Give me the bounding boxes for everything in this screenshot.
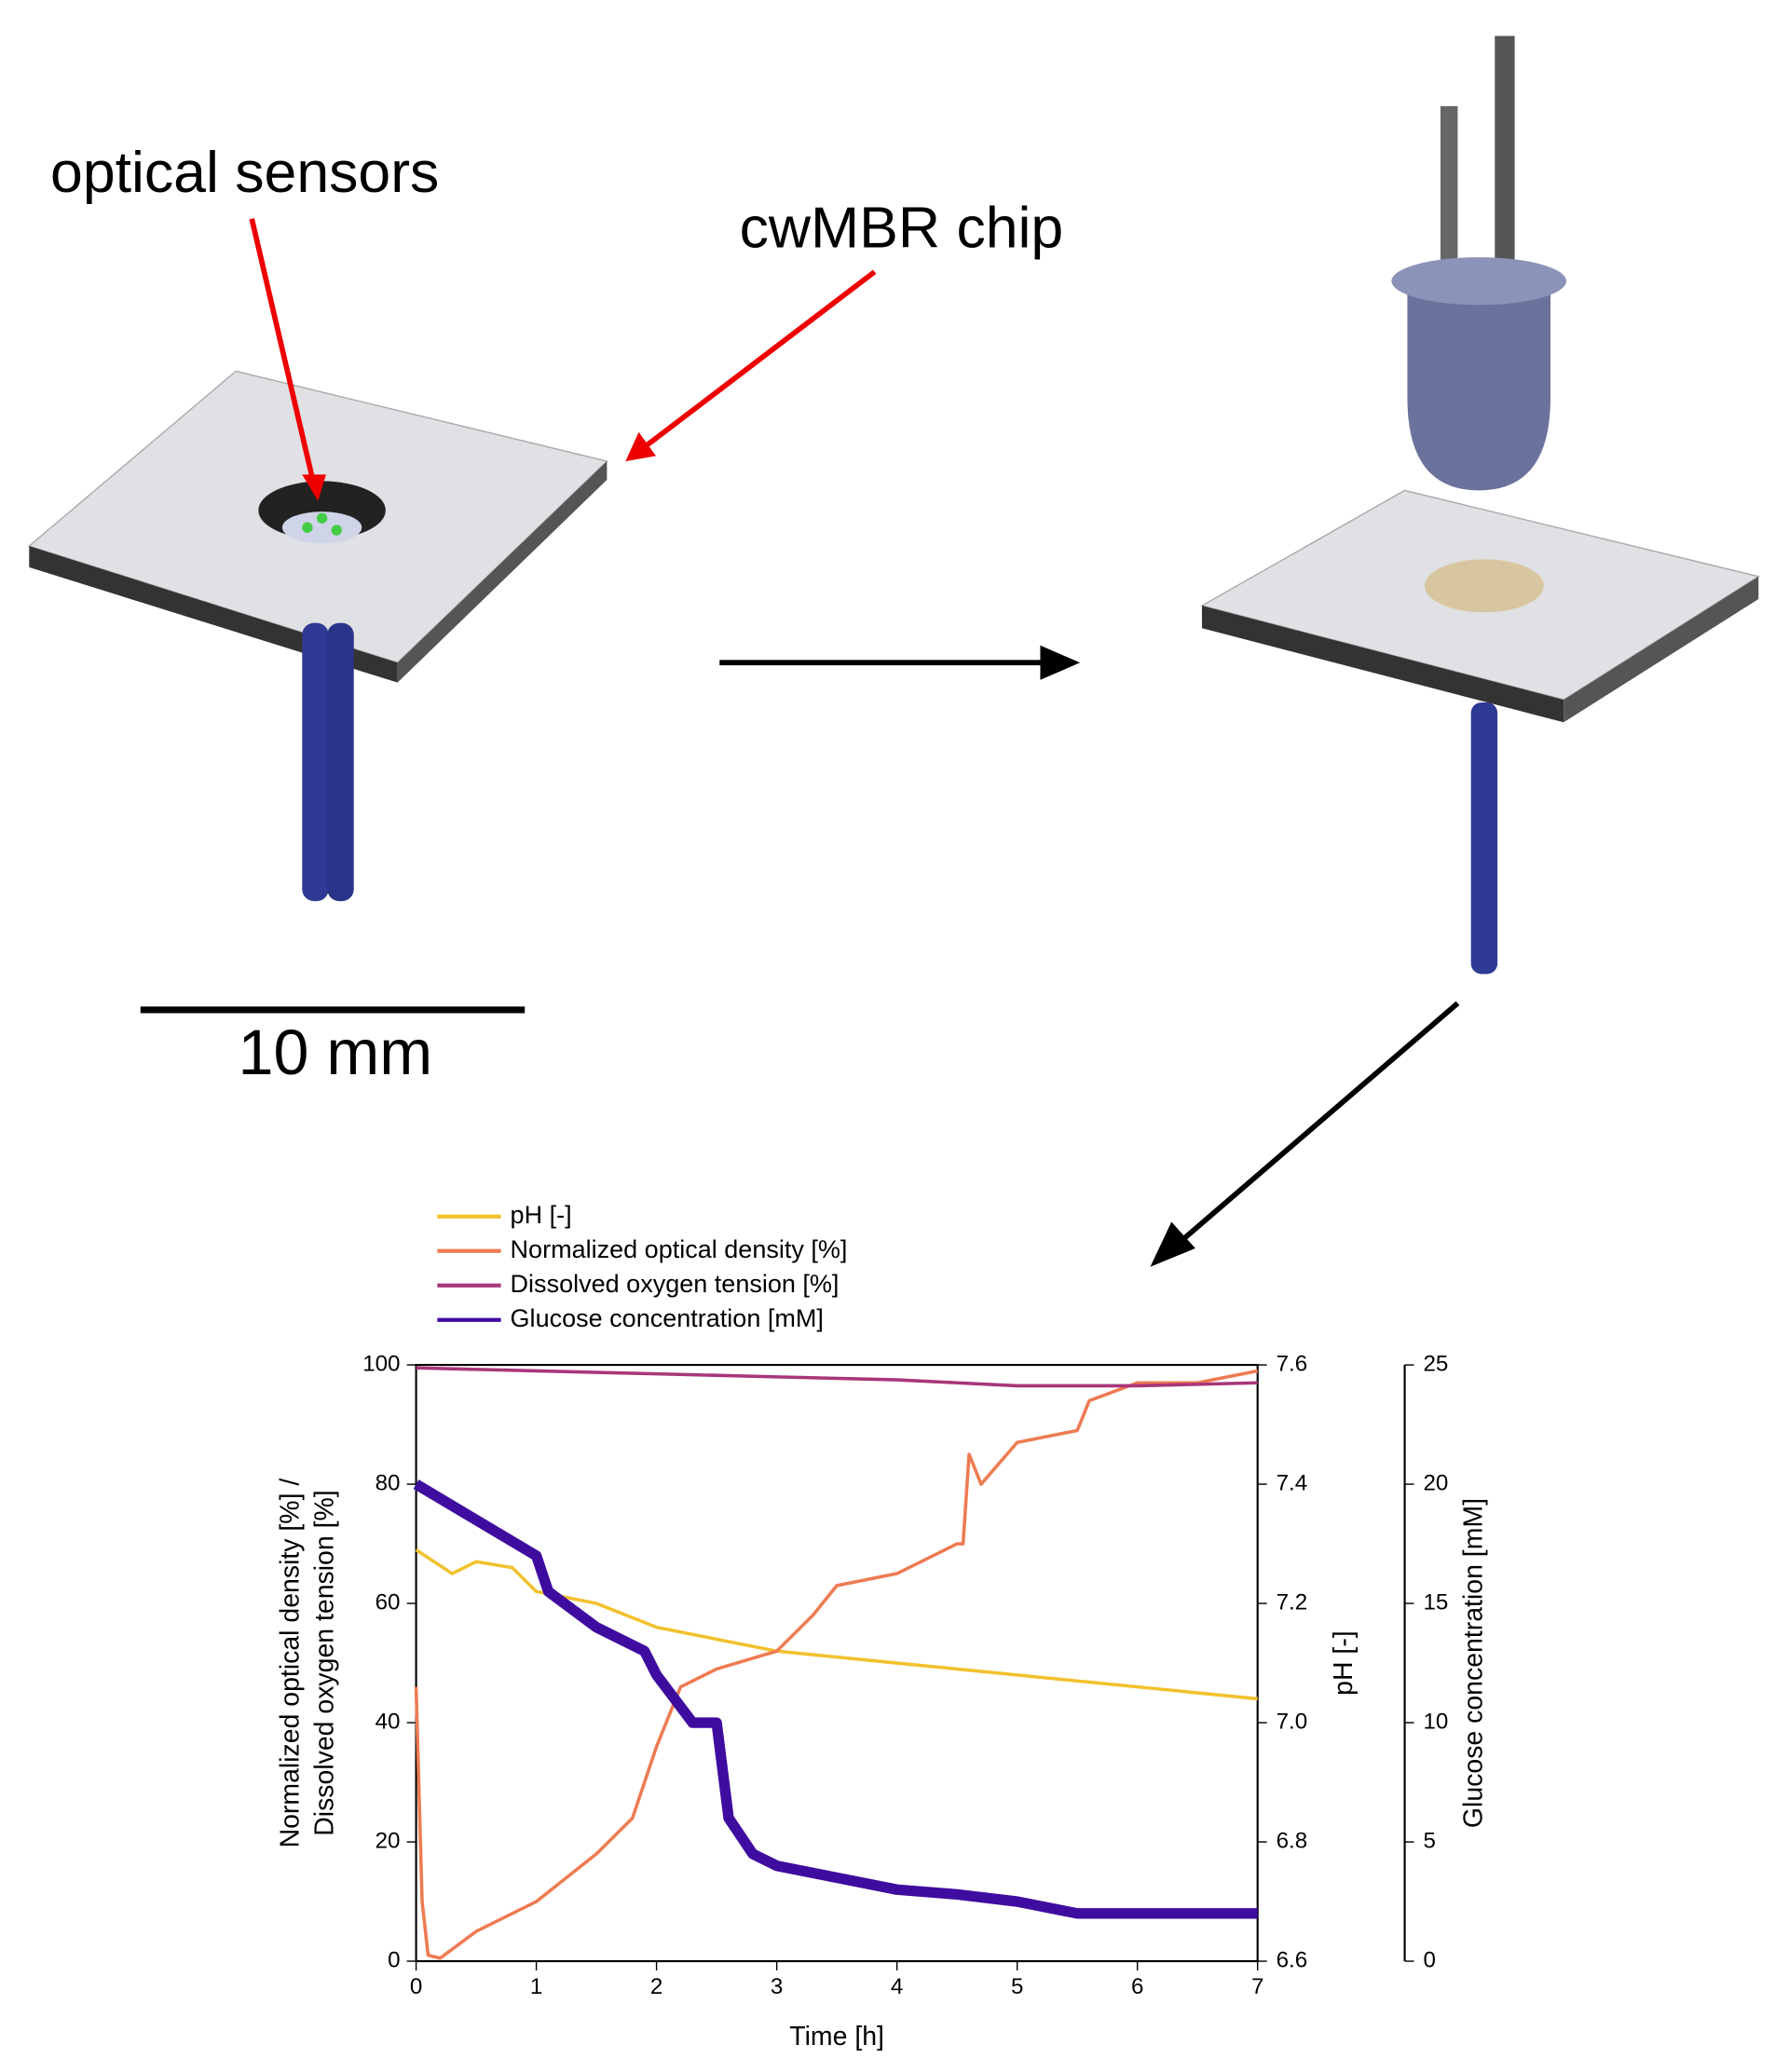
y2ticks-tick-label: 7.2 — [1277, 1589, 1308, 1615]
arrow — [249, 218, 316, 481]
y3ticks-tick-label: 5 — [1423, 1828, 1435, 1853]
legend-label: pH [-] — [511, 1201, 572, 1229]
sensor — [331, 525, 342, 536]
sensor — [316, 512, 328, 524]
scale-label: 10 mm — [239, 1017, 433, 1088]
x-tick-label: 3 — [771, 1974, 783, 1999]
x-tick-label: 6 — [1131, 1974, 1143, 1999]
chip-side — [397, 461, 608, 683]
x-tick-label: 4 — [891, 1974, 903, 1999]
arrow-head — [625, 431, 656, 462]
y2ticks-tick-label: 6.8 — [1277, 1828, 1308, 1853]
cup — [1407, 292, 1550, 491]
x-tick-label: 7 — [1251, 1974, 1263, 1999]
arrow — [1181, 1001, 1460, 1242]
yticks-tick-label: 60 — [376, 1589, 401, 1615]
y2ticks-tick-label: 6.6 — [1277, 1947, 1308, 1972]
fiber — [302, 622, 329, 902]
fiber — [327, 622, 354, 902]
chart: 0 1 2 3 4 5 6 7 0 20 40 60 80 100 6.6 6.8 7.0 7.2 7.4 7.6 0 5… — [275, 1201, 1488, 2052]
hole-bottom — [281, 511, 362, 544]
y2ticks-tick-label: 7.4 — [1277, 1470, 1308, 1495]
arrow-head — [1040, 645, 1081, 680]
chip-side — [1564, 576, 1759, 723]
y3ticks-tick-label: 15 — [1423, 1589, 1448, 1615]
droplet — [1424, 559, 1544, 613]
y2ticks-tick-label: 7.0 — [1277, 1709, 1308, 1734]
label: optical sensors — [50, 140, 439, 205]
plot-frame — [415, 1363, 1259, 1963]
electrode — [1495, 35, 1515, 293]
arrow — [645, 269, 877, 448]
legend-label: Normalized optical density [%] — [511, 1235, 848, 1263]
fiber — [1470, 702, 1498, 975]
x-tick-label: 2 — [650, 1974, 662, 1999]
yticks-tick-label: 40 — [376, 1709, 401, 1734]
y2-axis-title: pH [-] — [1329, 1630, 1359, 1696]
yticks-tick-label: 80 — [376, 1470, 401, 1495]
x-tick-label: 5 — [1011, 1974, 1023, 1999]
y3ticks-tick-label: 10 — [1423, 1709, 1448, 1734]
yticks-tick-label: 100 — [362, 1351, 400, 1376]
sensor — [302, 522, 313, 533]
electrode — [1440, 105, 1458, 293]
y3ticks-tick-label: 25 — [1423, 1351, 1448, 1376]
y3ticks-tick-label: 0 — [1423, 1947, 1435, 1972]
legend-label: Dissolved oxygen tension [%] — [511, 1270, 840, 1298]
series-line — [416, 1366, 1258, 1388]
x-tick-label: 0 — [410, 1974, 422, 1999]
y3ticks-tick-label: 20 — [1423, 1470, 1448, 1495]
label: cwMBR chip — [740, 196, 1064, 261]
y3-axis-title: Glucose concentration [mM] — [1458, 1498, 1488, 1828]
yticks-tick-label: 20 — [376, 1828, 401, 1853]
cup-rim — [1391, 257, 1567, 306]
y-axis-title: Normalized optical density [%] / — [275, 1479, 305, 1848]
x-axis-title: Time [h] — [789, 2022, 884, 2052]
y-axis-title: Dissolved oxygen tension [%] — [309, 1490, 339, 1835]
arrow-head — [1150, 1221, 1195, 1267]
series-line — [414, 1369, 1259, 1960]
x-tick-label: 1 — [530, 1974, 542, 1999]
chip-side — [1201, 606, 1564, 723]
yticks-tick-label: 0 — [388, 1947, 400, 1972]
legend-label: Glucose concentration [mM] — [511, 1304, 824, 1332]
y2ticks-tick-label: 7.6 — [1277, 1351, 1308, 1376]
series-line — [413, 1479, 1258, 1919]
